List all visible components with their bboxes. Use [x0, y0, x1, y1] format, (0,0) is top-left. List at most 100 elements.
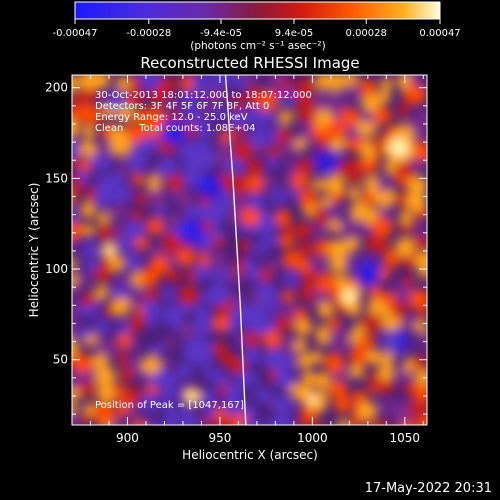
- heatmap-cell: [401, 274, 414, 287]
- heatmap-cell: [72, 189, 77, 206]
- heatmap-cell: [297, 353, 313, 369]
- heatmap-cell: [131, 419, 149, 425]
- heatmap-cell: [309, 256, 327, 274]
- heatmap-cell: [159, 76, 176, 93]
- y-tick-label: 50: [53, 353, 68, 367]
- heatmap-cell: [177, 363, 194, 379]
- heatmap-cell: [329, 380, 348, 399]
- heatmap-cell: [351, 390, 367, 405]
- heatmap-cell: [399, 211, 413, 226]
- heatmap-cell: [112, 419, 127, 425]
- heatmap-cell: [231, 174, 251, 195]
- heatmap-cell: [381, 380, 395, 395]
- heatmap-cell: [72, 96, 81, 112]
- heatmap-cell: [231, 97, 246, 111]
- peak-annotation: Position of Peak = [1047,167]: [95, 400, 244, 411]
- heatmap-cell: [228, 356, 247, 374]
- heatmap-cell: [82, 125, 96, 139]
- heatmap-cell: [395, 237, 416, 258]
- heatmap-cell: [282, 250, 302, 269]
- y-tick-label: 100: [45, 262, 68, 276]
- heatmap-cell: [296, 258, 312, 274]
- heatmap-cell: [208, 85, 228, 106]
- heatmap-cell: [72, 300, 81, 320]
- heatmap-cell: [417, 331, 427, 350]
- x-tick-label: 900: [116, 431, 139, 445]
- heatmap-cell: [344, 235, 360, 252]
- y-tick-label: 150: [45, 171, 68, 185]
- heatmap-cell: [116, 161, 130, 175]
- heatmap-cell: [72, 141, 80, 160]
- colorbar-tick-labels: -0.00047 -0.00028 -9.4e-05 9.4e-05 0.00028 0.…: [53, 28, 461, 39]
- heatmap-cold-spot: [382, 328, 409, 355]
- heatmap-cell: [143, 300, 162, 320]
- heatmap-cell: [348, 186, 362, 201]
- heatmap-cell: [78, 325, 92, 339]
- heatmap-cell: [242, 403, 257, 418]
- heatmap-cell: [126, 86, 144, 105]
- heatmap-cell: [412, 354, 427, 371]
- heatmap-cell: [162, 304, 184, 326]
- heatmap-cell: [328, 219, 343, 233]
- heatmap-cell: [327, 239, 349, 261]
- heatmap-cell: [72, 118, 80, 139]
- heatmap-cell: [146, 420, 162, 425]
- heatmap-cell: [293, 338, 308, 352]
- colorbar-tick-label: 0.00047: [419, 28, 460, 39]
- heatmap-cell: [294, 307, 308, 321]
- heatmap-cell: [344, 75, 359, 87]
- heatmap-cell: [179, 140, 200, 162]
- heatmap-cell: [162, 288, 176, 301]
- heatmap-cell: [147, 188, 168, 209]
- heatmap-cell: [224, 396, 244, 416]
- heatmap-cell: [237, 239, 250, 252]
- heatmap-cell: [163, 417, 180, 425]
- heatmap-cell: [79, 379, 98, 398]
- heatmap-cell: [216, 137, 238, 160]
- heatmap-cold-spot: [354, 259, 381, 286]
- heatmap-cell: [414, 250, 427, 272]
- heatmap-cell: [272, 415, 294, 425]
- heatmap-cell: [294, 318, 313, 336]
- heatmap-cold-spot: [179, 219, 206, 246]
- heatmap-cell: [79, 104, 101, 126]
- heatmap-cell: [376, 178, 390, 193]
- heatmap-cell: [379, 400, 392, 413]
- heatmap-cell: [194, 264, 211, 282]
- heatmap-cell: [330, 136, 346, 153]
- heatmap-cell: [200, 389, 217, 406]
- heatmap-cell: [191, 75, 211, 95]
- heatmap-cell: [206, 251, 227, 271]
- heatmap-cell: [328, 317, 341, 331]
- heatmap-cell: [274, 396, 293, 416]
- heatmap-cell: [227, 108, 249, 130]
- x-tick-label: 1050: [390, 431, 421, 445]
- heatmap-cell: [324, 174, 346, 195]
- heatmap-cell: [72, 417, 79, 425]
- heatmap-cell: [261, 173, 277, 189]
- heatmap-cell: [296, 157, 314, 175]
- heatmap-cell: [131, 209, 144, 222]
- heatmap-cell: [360, 91, 382, 113]
- heatmap-cell: [194, 305, 211, 322]
- heatmap-cell: [257, 90, 279, 112]
- x-tick-label: 950: [208, 431, 231, 445]
- heatmap-cell: [196, 139, 212, 155]
- heatmap-cell: [77, 169, 91, 183]
- heatmap-cell: [408, 397, 427, 420]
- heatmap-cell: [297, 241, 314, 258]
- heatmap-cell: [356, 400, 377, 421]
- heatmap-cell: [184, 124, 198, 138]
- heatmap-cell: [262, 233, 277, 248]
- heatmap-cell: [166, 269, 181, 284]
- heatmap-cell: [160, 370, 180, 390]
- heatmap-cell: [413, 141, 427, 162]
- heatmap-cell: [115, 352, 130, 366]
- heatmap-cell: [127, 356, 141, 371]
- heatmap-cell: [335, 419, 349, 425]
- heatmap-cell: [160, 356, 174, 370]
- heatmap-cell: [278, 232, 295, 249]
- heatmap-cell: [94, 366, 116, 388]
- heatmap-cell: [181, 93, 199, 110]
- heatmap-cell: [314, 239, 332, 257]
